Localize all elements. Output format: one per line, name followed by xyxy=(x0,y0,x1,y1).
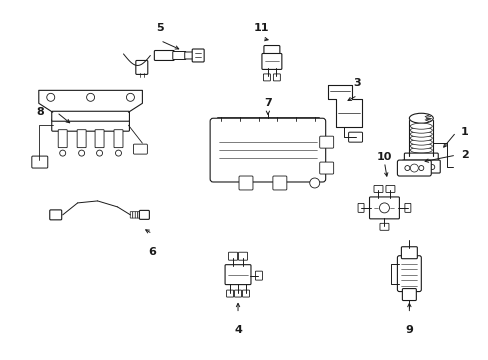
Ellipse shape xyxy=(409,147,431,153)
FancyBboxPatch shape xyxy=(255,271,262,280)
Ellipse shape xyxy=(409,139,431,145)
Circle shape xyxy=(86,93,94,101)
Text: 8: 8 xyxy=(36,107,44,117)
FancyBboxPatch shape xyxy=(184,52,193,59)
Text: 6: 6 xyxy=(148,247,156,257)
Ellipse shape xyxy=(409,131,431,137)
FancyBboxPatch shape xyxy=(319,136,333,148)
Circle shape xyxy=(79,150,84,156)
FancyBboxPatch shape xyxy=(172,51,185,59)
FancyBboxPatch shape xyxy=(402,160,439,173)
Text: 11: 11 xyxy=(254,23,269,32)
FancyBboxPatch shape xyxy=(272,176,286,190)
Circle shape xyxy=(115,150,121,156)
FancyBboxPatch shape xyxy=(192,49,203,62)
FancyBboxPatch shape xyxy=(262,54,281,69)
FancyBboxPatch shape xyxy=(32,156,48,168)
Ellipse shape xyxy=(408,113,432,123)
FancyBboxPatch shape xyxy=(226,290,233,297)
FancyBboxPatch shape xyxy=(379,223,388,230)
FancyBboxPatch shape xyxy=(133,144,147,154)
FancyBboxPatch shape xyxy=(402,289,415,301)
FancyBboxPatch shape xyxy=(404,153,437,163)
Circle shape xyxy=(60,150,65,156)
Text: 5: 5 xyxy=(156,23,164,32)
FancyBboxPatch shape xyxy=(130,212,133,218)
Circle shape xyxy=(126,93,134,101)
FancyBboxPatch shape xyxy=(397,256,421,292)
Text: 3: 3 xyxy=(353,78,361,88)
FancyBboxPatch shape xyxy=(154,50,174,60)
Ellipse shape xyxy=(409,123,431,129)
FancyBboxPatch shape xyxy=(139,210,149,219)
Circle shape xyxy=(418,166,423,171)
FancyBboxPatch shape xyxy=(95,130,104,148)
Text: 7: 7 xyxy=(264,98,271,108)
Text: 9: 9 xyxy=(405,325,412,336)
FancyBboxPatch shape xyxy=(404,203,410,212)
FancyBboxPatch shape xyxy=(264,45,279,58)
FancyBboxPatch shape xyxy=(385,185,394,193)
Circle shape xyxy=(409,164,417,172)
Text: 4: 4 xyxy=(234,325,242,336)
FancyBboxPatch shape xyxy=(52,119,129,131)
Ellipse shape xyxy=(409,127,431,133)
FancyBboxPatch shape xyxy=(319,162,333,174)
Text: 1: 1 xyxy=(460,127,468,137)
Circle shape xyxy=(309,178,319,188)
FancyBboxPatch shape xyxy=(224,265,250,285)
FancyBboxPatch shape xyxy=(58,130,67,148)
FancyBboxPatch shape xyxy=(242,290,249,297)
FancyBboxPatch shape xyxy=(136,60,147,75)
FancyBboxPatch shape xyxy=(234,290,241,297)
FancyBboxPatch shape xyxy=(263,74,270,81)
FancyBboxPatch shape xyxy=(401,247,416,259)
Circle shape xyxy=(379,203,388,213)
Ellipse shape xyxy=(409,135,431,141)
Circle shape xyxy=(404,166,409,171)
FancyBboxPatch shape xyxy=(369,197,399,219)
FancyBboxPatch shape xyxy=(357,203,363,212)
Polygon shape xyxy=(327,85,361,127)
Circle shape xyxy=(350,116,356,122)
Circle shape xyxy=(429,165,434,170)
Text: 10: 10 xyxy=(376,152,391,162)
FancyBboxPatch shape xyxy=(348,132,362,142)
Ellipse shape xyxy=(409,143,431,149)
FancyBboxPatch shape xyxy=(239,176,252,190)
Circle shape xyxy=(407,165,412,170)
FancyBboxPatch shape xyxy=(373,185,382,193)
FancyBboxPatch shape xyxy=(77,130,86,148)
FancyBboxPatch shape xyxy=(397,160,430,176)
FancyBboxPatch shape xyxy=(52,111,129,121)
FancyBboxPatch shape xyxy=(228,252,237,260)
FancyBboxPatch shape xyxy=(132,212,135,218)
Circle shape xyxy=(336,88,342,94)
FancyBboxPatch shape xyxy=(50,210,61,220)
FancyBboxPatch shape xyxy=(273,74,280,81)
FancyBboxPatch shape xyxy=(238,252,247,260)
FancyBboxPatch shape xyxy=(135,212,138,218)
FancyBboxPatch shape xyxy=(114,130,122,148)
FancyBboxPatch shape xyxy=(138,212,140,218)
FancyBboxPatch shape xyxy=(210,118,325,182)
Circle shape xyxy=(47,93,55,101)
Text: 2: 2 xyxy=(460,150,468,160)
Circle shape xyxy=(96,150,102,156)
